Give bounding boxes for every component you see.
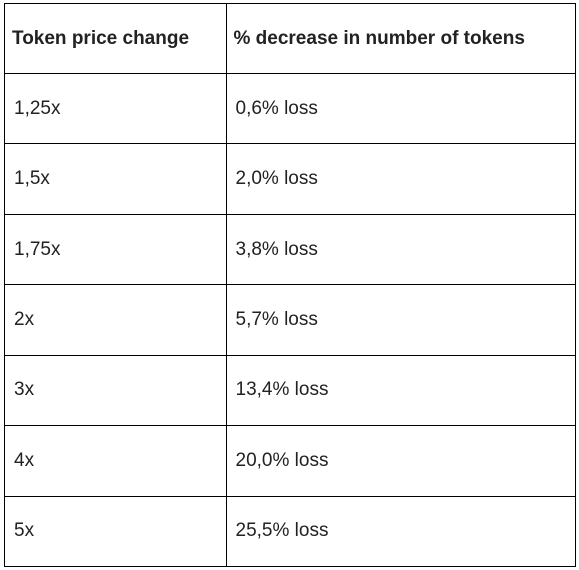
table-row: 3x 13,4% loss	[5, 354, 575, 427]
cell-price-change: 4x	[5, 425, 227, 497]
cell-price-change: 1,5x	[5, 143, 227, 215]
cell-price-change: 1,25x	[5, 72, 227, 145]
table-row: 2x 5,7% loss	[5, 284, 575, 356]
table-row: 5x 25,5% loss	[5, 495, 575, 566]
cell-token-decrease: 3,8% loss	[225, 213, 575, 286]
table-row: 4x 20,0% loss	[5, 425, 575, 497]
data-table: Token price change % decrease in number …	[4, 3, 576, 567]
column-header-decrease-in-tokens: % decrease in number of tokens	[225, 4, 575, 74]
cell-price-change: 5x	[5, 495, 227, 566]
cell-token-decrease: 20,0% loss	[225, 425, 575, 497]
table-row: 1,25x 0,6% loss	[5, 72, 575, 145]
cell-price-change: 2x	[5, 284, 227, 356]
table-row: 1,75x 3,8% loss	[5, 213, 575, 286]
cell-token-decrease: 2,0% loss	[225, 143, 575, 215]
cell-token-decrease: 0,6% loss	[225, 72, 575, 145]
table-row: 1,5x 2,0% loss	[5, 143, 575, 215]
column-header-token-price-change: Token price change	[5, 4, 227, 74]
table-header-row: Token price change % decrease in number …	[5, 4, 575, 74]
cell-token-decrease: 25,5% loss	[225, 495, 575, 566]
cell-price-change: 3x	[5, 354, 227, 427]
cell-token-decrease: 5,7% loss	[225, 284, 575, 356]
cell-token-decrease: 13,4% loss	[225, 354, 575, 427]
price-change-table: Token price change % decrease in number …	[5, 4, 575, 566]
cell-price-change: 1,75x	[5, 213, 227, 286]
